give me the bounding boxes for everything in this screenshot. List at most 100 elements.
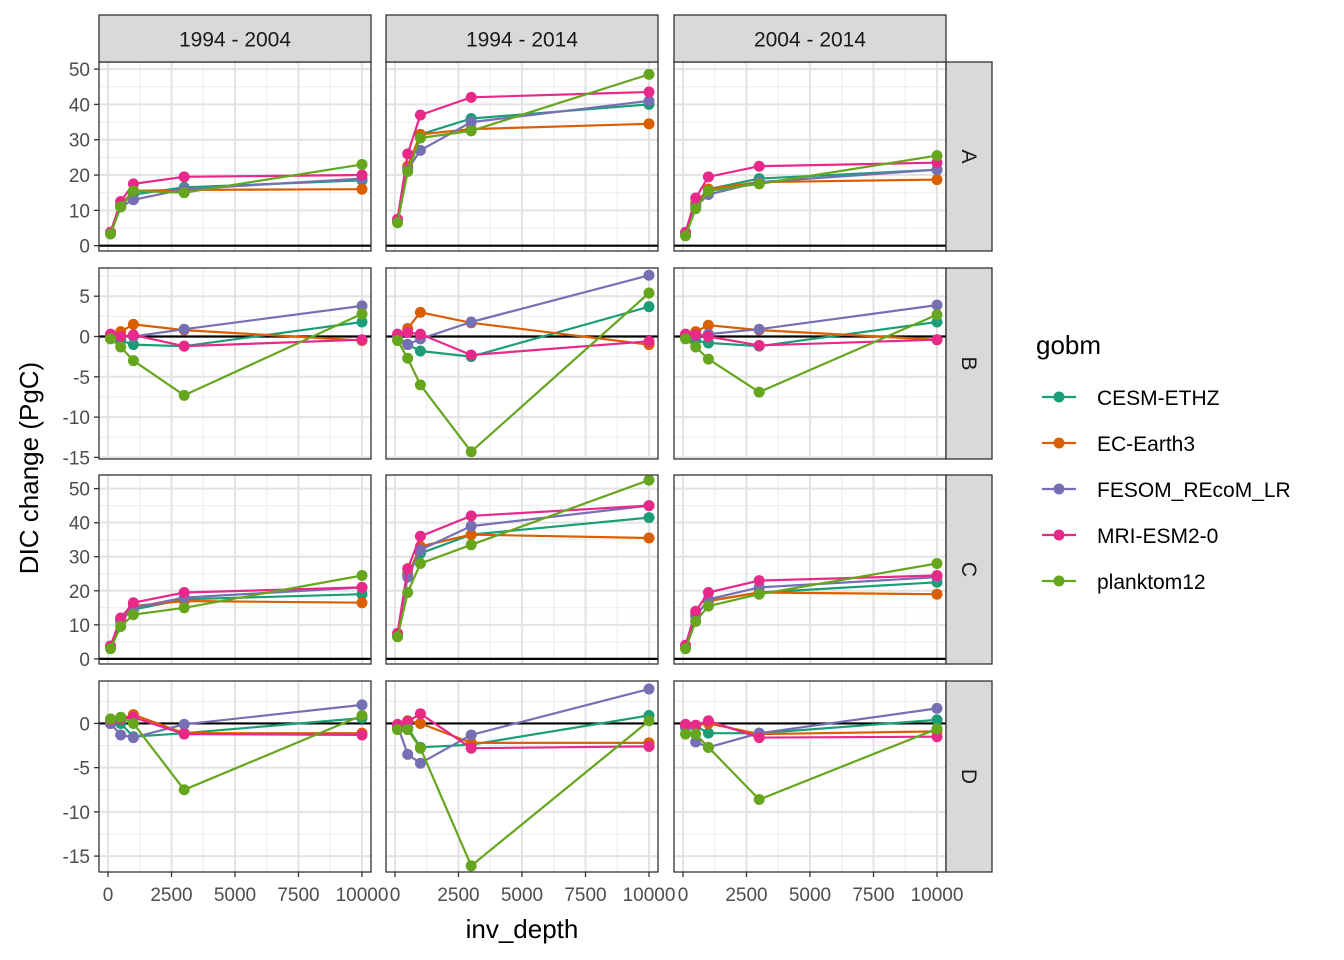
facet-row-label: A: [957, 149, 980, 163]
data-point-planktom12: [680, 230, 692, 242]
data-point-planktom12: [178, 602, 190, 614]
data-point-MRI-ESM2-0: [680, 718, 692, 730]
data-point-CESM-ETHZ: [643, 301, 655, 313]
data-point-planktom12: [643, 715, 655, 727]
x-tick-label: 0: [103, 885, 114, 906]
x-tick-label: 0: [678, 885, 689, 906]
data-point-EC-Earth3: [643, 118, 655, 130]
legend-key-point: [1053, 529, 1065, 541]
data-point-planktom12: [465, 446, 477, 458]
data-point-MRI-ESM2-0: [643, 86, 655, 98]
legend-label: CESM-ETHZ: [1097, 387, 1220, 410]
data-point-FESOM_REcoM_LR: [465, 520, 477, 532]
data-point-MRI-ESM2-0: [402, 563, 414, 575]
data-point-planktom12: [356, 158, 368, 170]
data-point-planktom12: [753, 386, 765, 398]
data-point-MRI-ESM2-0: [356, 169, 368, 181]
data-point-FESOM_REcoM_LR: [414, 757, 426, 769]
data-point-planktom12: [753, 588, 765, 600]
strip-background: [673, 14, 947, 63]
panel-B-2: [386, 268, 658, 459]
data-point-EC-Earth3: [931, 588, 943, 600]
data-point-planktom12: [105, 713, 117, 725]
data-point-planktom12: [690, 615, 702, 627]
data-point-EC-Earth3: [127, 318, 139, 330]
data-point-MRI-ESM2-0: [931, 731, 943, 743]
data-point-planktom12: [178, 389, 190, 401]
data-point-planktom12: [402, 352, 414, 364]
data-point-planktom12: [105, 228, 117, 240]
data-point-planktom12: [115, 711, 127, 723]
data-point-planktom12: [702, 600, 714, 612]
data-point-MRI-ESM2-0: [690, 719, 702, 731]
data-point-MRI-ESM2-0: [127, 597, 139, 609]
data-point-planktom12: [105, 333, 117, 345]
panel-series-B-1: [105, 300, 368, 401]
y-tick-label: 30: [69, 548, 90, 569]
y-tick-label: 0: [79, 714, 90, 735]
data-point-MRI-ESM2-0: [702, 715, 714, 727]
data-point-planktom12: [690, 203, 702, 215]
legend-label: EC-Earth3: [1097, 433, 1195, 456]
data-point-MRI-ESM2-0: [643, 335, 655, 347]
data-point-planktom12: [643, 68, 655, 80]
data-point-MRI-ESM2-0: [643, 500, 655, 512]
data-point-MRI-ESM2-0: [402, 716, 414, 728]
x-tick-label: 7500: [277, 885, 319, 906]
data-point-MRI-ESM2-0: [414, 109, 426, 121]
strip-background: [945, 267, 993, 460]
data-point-planktom12: [392, 335, 404, 347]
x-tick-label: 10000: [911, 885, 964, 906]
data-point-MRI-ESM2-0: [690, 605, 702, 617]
data-point-FESOM_REcoM_LR: [402, 748, 414, 760]
data-point-MRI-ESM2-0: [643, 740, 655, 752]
data-point-planktom12: [465, 125, 477, 137]
x-tick-label: 7500: [564, 885, 606, 906]
data-point-CESM-ETHZ: [414, 345, 426, 357]
data-point-planktom12: [414, 379, 426, 391]
data-point-MRI-ESM2-0: [702, 171, 714, 183]
data-point-planktom12: [931, 723, 943, 735]
panel-series-B-3: [680, 299, 943, 398]
data-point-FESOM_REcoM_LR: [753, 323, 765, 335]
data-point-planktom12: [931, 309, 943, 321]
y-tick-label: 0: [79, 650, 90, 671]
data-point-EC-Earth3: [643, 532, 655, 544]
data-point-CESM-ETHZ: [127, 339, 139, 351]
legend: gobm CESM-ETHZ EC-Earth3 FESOM_REcoM_LR MRI…: [1036, 330, 1291, 594]
data-point-planktom12: [356, 308, 368, 320]
data-point-FESOM_REcoM_LR: [465, 729, 477, 741]
data-point-planktom12: [702, 353, 714, 365]
y-tick-label: -5: [73, 368, 90, 389]
data-point-MRI-ESM2-0: [931, 334, 943, 346]
data-point-planktom12: [680, 728, 692, 740]
data-point-FESOM_REcoM_LR: [643, 95, 655, 107]
legend-key-point: [1053, 575, 1065, 587]
x-tick-label: 2500: [150, 885, 192, 906]
panel-series-A-3: [680, 150, 943, 242]
data-point-EC-Earth3: [931, 174, 943, 186]
data-point-MRI-ESM2-0: [356, 334, 368, 346]
strip-background: [945, 61, 993, 252]
panel-series-C-3: [680, 558, 943, 655]
legend-key-point: [1053, 437, 1065, 449]
facet-strips: 1994 - 2004 1994 - 2014 2004 - 2014 A B C D: [98, 14, 993, 873]
data-point-planktom12: [465, 539, 477, 551]
y-tick-label: 50: [69, 480, 90, 501]
data-point-planktom12: [127, 185, 139, 197]
data-point-planktom12: [690, 728, 702, 740]
y-axis-label: DIC change (PgC): [14, 362, 44, 574]
data-point-CESM-ETHZ: [356, 316, 368, 328]
legend-key-point: [1053, 483, 1065, 495]
panel-series-D-3: [680, 702, 943, 805]
data-point-EC-Earth3: [414, 717, 426, 729]
x-tick-label: 5000: [789, 885, 831, 906]
facet-row-label: C: [957, 562, 980, 577]
x-tick-label: 5000: [501, 885, 543, 906]
data-point-planktom12: [465, 860, 477, 872]
y-tick-label: -10: [63, 803, 90, 824]
data-point-MRI-ESM2-0: [178, 340, 190, 352]
data-point-MRI-ESM2-0: [178, 728, 190, 740]
data-point-planktom12: [105, 643, 117, 655]
data-point-planktom12: [643, 474, 655, 486]
